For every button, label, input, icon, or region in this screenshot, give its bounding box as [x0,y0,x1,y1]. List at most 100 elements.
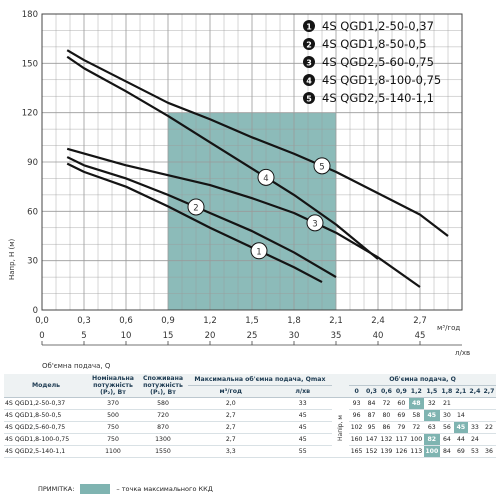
cell-head-value [481,409,496,423]
cell-head-value: 63 [423,421,440,435]
col-flow: Об'ємна подача, Q [349,374,496,387]
cell-max-flow-m3: 3,3 [188,445,274,459]
cell-nominal-power: 1100 [88,445,138,459]
cell-head-value [481,433,496,447]
curve-marker-2 [187,198,205,216]
cell-head-value: 102 [349,421,365,435]
note: ПРИМІТКА: – точка максимального ККД [38,484,213,494]
cell-head-value: 45 [453,421,468,435]
cell-consumed-power: 720 [138,409,188,423]
chart-curves [66,49,449,288]
cell-nominal-power: 750 [88,421,138,435]
cell-model: 4S QGD1,8-50-0,5 [4,409,88,423]
chart-legend: 1 4S QGD1,2-50-0,37 2 4S QGD1,8-50-0,5 3 4S Q… [303,19,441,105]
m3-col: 2,1 [453,385,468,399]
legend-label: 4S QGD2,5-140-1,1 [322,91,434,105]
cell-max-flow-lpm: 45 [273,409,332,423]
legend-marker-number: 2 [306,41,312,50]
cell-head-value: 69 [453,445,468,459]
y-tick-label: 120 [22,109,38,119]
cell-head-value: 60 [393,397,409,411]
curve-marker-label: 2 [193,203,198,213]
cell-head-value: 147 [364,433,379,447]
cell-head-value: 95 [364,421,379,435]
curve-marker-label: 1 [256,247,261,257]
cell-head-value: 24 [467,433,482,447]
cell-head-value [467,409,482,423]
cell-head-value: 56 [439,421,454,435]
cell-head-value: 33 [467,421,482,435]
cell-head-value: 64 [439,433,454,447]
cell-head-value: 113 [408,445,424,459]
curve-3 [66,147,421,288]
legend-label: 4S QGD1,8-50-0,5 [322,37,427,51]
cell-head-value: 87 [364,409,379,423]
m3-col: 0,6 [378,385,394,399]
cell-head-value: 48 [408,397,424,411]
cell-head-value: 160 [349,433,365,447]
x-tick-label-m3: 0,6 [119,316,133,326]
cell-head-value: 72 [408,421,424,435]
legend-label: 4S QGD1,8-100-0,75 [322,73,441,87]
y-axis-label: Напр, Н (м) [8,238,16,280]
cell-head-value: 165 [349,445,365,459]
table-row: 4S QGD2,5-60-0,75 750 870 2,7 45 102 95 86 79 72 6… [4,421,496,435]
cell-nominal-power: 370 [88,397,138,411]
col-model: Модель [4,374,88,399]
cell-head-value: 132 [378,433,394,447]
curve-5 [66,49,449,237]
legend-marker-number: 5 [306,95,312,104]
curve-marker-label: 3 [312,219,317,229]
y-tick-label: 30 [27,257,38,267]
m3-col: 2,7 [481,385,496,399]
cell-model: 4S QGD1,8-100-0,75 [4,433,88,447]
cell-max-flow-m3: 2,0 [188,397,274,411]
x-tick-label-m3: 1,8 [287,316,301,326]
cell-head-value: 80 [378,409,394,423]
cell-head-value: 96 [349,409,365,423]
x-tick-label-m3: 2,4 [371,316,385,326]
cell-consumed-power: 580 [138,397,188,411]
legend-marker-number: 1 [306,23,312,32]
cell-max-flow-m3: 2,7 [188,433,274,447]
curve-1 [66,162,323,284]
cell-head-value [467,397,482,411]
cell-head-value: 21 [439,397,454,411]
cell-head-value [481,397,496,411]
legend-label: 4S QGD1,2-50-0,37 [322,19,434,33]
cell-head-value: 100 [423,445,440,459]
curve-marker-1 [250,242,268,260]
cell-head-value: 36 [481,445,496,459]
x-tick-label-m3: 0,9 [161,316,175,326]
curve-marker-3 [306,214,324,232]
cell-model: 4S QGD1,2-50-0,37 [4,397,88,411]
m3-col: 1,2 [408,385,424,399]
x-tick-label-lpm: 20 [205,331,216,341]
y-tick-label: 150 [22,59,38,69]
x-tick-label-m3: 2,1 [329,316,343,326]
col-max-flow: Максимальна об'ємна подача, Qmax [188,374,332,387]
plot-frame [41,13,463,311]
x-tick-label-lpm: 30 [289,331,300,341]
cell-head-value: 152 [364,445,379,459]
curve-marker-label: 5 [319,162,324,172]
x-tick-label-lpm: 15 [163,331,174,341]
cell-head-value: 84 [364,397,379,411]
cell-head-value: 86 [378,421,394,435]
cell-max-flow-lpm: 45 [273,421,332,435]
cell-head-value: 53 [467,445,482,459]
legend-marker [303,20,315,32]
m3-col: 1,8 [439,385,454,399]
x-tick-label-m3: 0,0 [35,316,49,326]
cell-head-label: Напір, м [331,397,350,458]
col-consumed-power: Споживана потужність (P₁), Вт [138,374,188,399]
note-text: – точка максимального ККД [116,485,213,493]
cell-max-flow-m3: 2,7 [188,421,274,435]
cell-head-value: 100 [408,433,424,447]
table-row: 4S QGD2,5-140-1,1 1100 1550 3,3 55 165 152 139 1… [4,445,496,459]
legend-marker [303,74,315,86]
col-max-lpm: л/хв [273,385,332,399]
x-tick-label-m3: 0,3 [77,316,91,326]
curve-4 [66,55,379,260]
cell-head-value: 117 [393,433,409,447]
